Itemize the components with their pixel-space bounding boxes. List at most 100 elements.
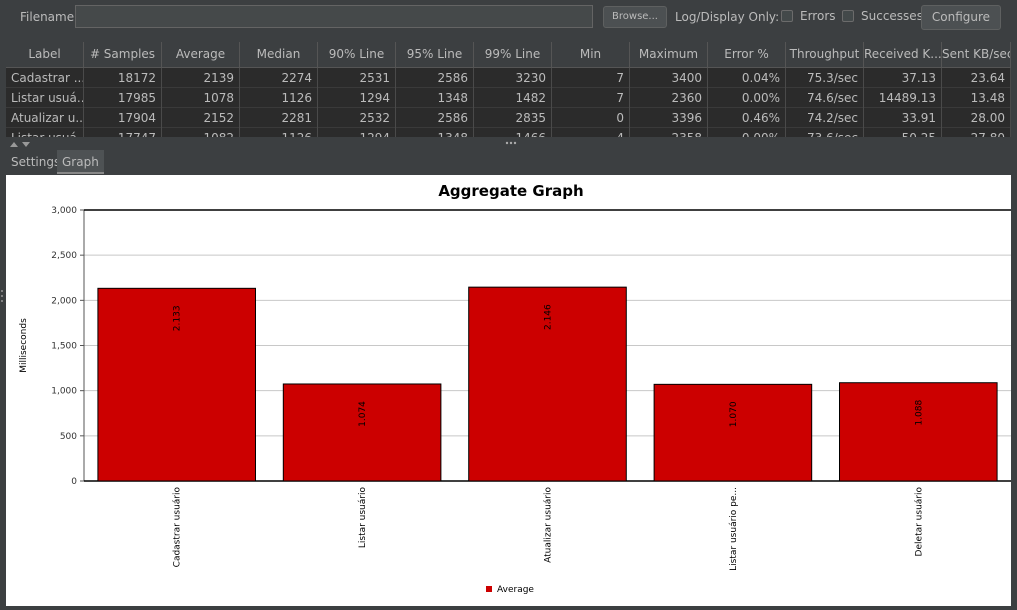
table-cell: 7 <box>552 88 630 108</box>
table-cell: 4 <box>552 128 630 137</box>
column-header[interactable]: # Samples <box>84 42 162 67</box>
table-cell: 2281 <box>240 108 318 128</box>
legend-swatch <box>486 586 492 592</box>
y-tick-label: 2,500 <box>51 251 77 261</box>
bar-value-label: 1.074 <box>358 401 368 427</box>
bar-value-label: 2.146 <box>544 304 554 330</box>
x-category-label: Listar usuário <box>358 487 368 549</box>
tab-settings[interactable]: Settings <box>11 155 61 169</box>
split-divider[interactable] <box>0 139 1017 149</box>
aggregate-graph-panel: Aggregate Graph 0 500 1,000 1,500 2,000 2,500 3… <box>6 175 1011 606</box>
table-cell: 1082 <box>162 128 240 137</box>
errors-checkbox[interactable] <box>781 10 793 22</box>
table-cell: 0.00% <box>708 88 786 108</box>
table-row[interactable]: Listar usuá...17747108211261294134814664… <box>6 128 1011 137</box>
table-cell: 3400 <box>630 68 708 88</box>
column-header[interactable]: Received K... <box>864 42 942 67</box>
tab-graph[interactable]: Graph <box>57 150 104 174</box>
table-cell: 2835 <box>474 108 552 128</box>
table-cell: 0.46% <box>708 108 786 128</box>
table-cell: 50.25 <box>864 128 942 137</box>
table-cell: 3230 <box>474 68 552 88</box>
y-tick-label: 1,000 <box>51 387 77 397</box>
resize-grip-icon[interactable] <box>0 288 4 304</box>
table-cell: Listar usuá... <box>6 128 84 137</box>
table-cell: 7 <box>552 68 630 88</box>
column-header[interactable]: Median <box>240 42 318 67</box>
y-tick-label: 3,000 <box>51 206 77 216</box>
log-display-label: Log/Display Only: <box>675 10 780 24</box>
table-cell: 17985 <box>84 88 162 108</box>
file-toolbar: Filename Browse... Log/Display Only: Err… <box>0 0 1017 36</box>
x-category-label: Atualizar usuário <box>544 487 554 563</box>
legend-label: Average <box>497 585 534 595</box>
table-cell: 2586 <box>396 68 474 88</box>
column-header[interactable]: 99% Line <box>474 42 552 67</box>
table-cell: 18172 <box>84 68 162 88</box>
y-tick-label: 2,000 <box>51 296 77 306</box>
bar <box>839 382 998 482</box>
y-tick-label: 1,500 <box>51 342 77 352</box>
table-cell: 2586 <box>396 108 474 128</box>
bar <box>468 286 627 482</box>
filename-label: Filename <box>20 10 75 24</box>
table-cell: 0.00% <box>708 128 786 137</box>
table-row[interactable]: Cadastrar ... 18172 2139 2274 2531 2586 3230 7 3… <box>6 68 1011 88</box>
table-cell: 74.6/sec <box>786 88 864 108</box>
table-row[interactable]: Atualizar u... 17904 2152 2281 2532 2586 2835 0… <box>6 108 1011 128</box>
table-row[interactable]: Listar usuá... 17985 1078 1126 1294 1348 1482 7… <box>6 88 1011 108</box>
table-cell: 28.00 <box>942 108 1011 128</box>
table-cell: Atualizar u... <box>6 108 84 128</box>
successes-label: Successes <box>861 9 923 23</box>
bar <box>282 383 442 482</box>
column-header[interactable]: Label <box>6 42 84 67</box>
configure-button[interactable]: Configure <box>921 5 1001 30</box>
column-header[interactable]: 95% Line <box>396 42 474 67</box>
y-axis-label: Milliseconds <box>19 318 29 373</box>
table-cell: 37.13 <box>864 68 942 88</box>
table-cell: 23.64 <box>942 68 1011 88</box>
chart-title: Aggregate Graph <box>438 182 583 200</box>
column-header[interactable]: Maximum <box>630 42 708 67</box>
filename-input[interactable] <box>75 5 593 28</box>
table-cell: 1126 <box>240 128 318 137</box>
table-cell: 17904 <box>84 108 162 128</box>
x-category-label: Listar usuário pe... <box>729 487 739 571</box>
column-header[interactable]: Throughput <box>786 42 864 67</box>
table-cell: 17747 <box>84 128 162 137</box>
y-tick-label: 0 <box>71 477 77 487</box>
errors-label: Errors <box>800 9 836 23</box>
table-cell: 2139 <box>162 68 240 88</box>
divider-arrows-icon[interactable] <box>0 140 1017 150</box>
table-cell: 2274 <box>240 68 318 88</box>
table-cell: 1482 <box>474 88 552 108</box>
table-cell: 2531 <box>318 68 396 88</box>
table-cell: 2152 <box>162 108 240 128</box>
aggregate-graph-chart: Aggregate Graph 0 500 1,000 1,500 2,000 2,500 3… <box>19 182 1011 595</box>
table-cell: 33.91 <box>864 108 942 128</box>
x-category-label: Deletar usuário <box>914 487 924 557</box>
table-cell: 0 <box>552 108 630 128</box>
column-header[interactable]: Min <box>552 42 630 67</box>
column-header[interactable]: Error % <box>708 42 786 67</box>
table-cell: Cadastrar ... <box>6 68 84 88</box>
column-header[interactable]: 90% Line <box>318 42 396 67</box>
table-cell: 13.48 <box>942 88 1011 108</box>
successes-checkbox[interactable] <box>842 10 854 22</box>
table-header: Label # Samples Average Median 90% Line 95% L… <box>6 42 1011 68</box>
browse-button[interactable]: Browse... <box>603 6 667 28</box>
bar <box>653 383 813 482</box>
table-cell: Listar usuá... <box>6 88 84 108</box>
bar <box>97 287 256 482</box>
aggregate-table: Label # Samples Average Median 90% Line 95% L… <box>6 42 1011 137</box>
table-cell: 1466 <box>474 128 552 137</box>
bar-value-label: 1.070 <box>729 401 739 427</box>
table-cell: 1348 <box>396 128 474 137</box>
table-cell: 2358 <box>630 128 708 137</box>
table-cell: 14489.13 <box>864 88 942 108</box>
table-cell: 3396 <box>630 108 708 128</box>
column-header[interactable]: Average <box>162 42 240 67</box>
bar-value-label: 2.133 <box>173 305 183 331</box>
table-cell: 1294 <box>318 128 396 137</box>
column-header[interactable]: Sent KB/sec <box>942 42 1011 67</box>
